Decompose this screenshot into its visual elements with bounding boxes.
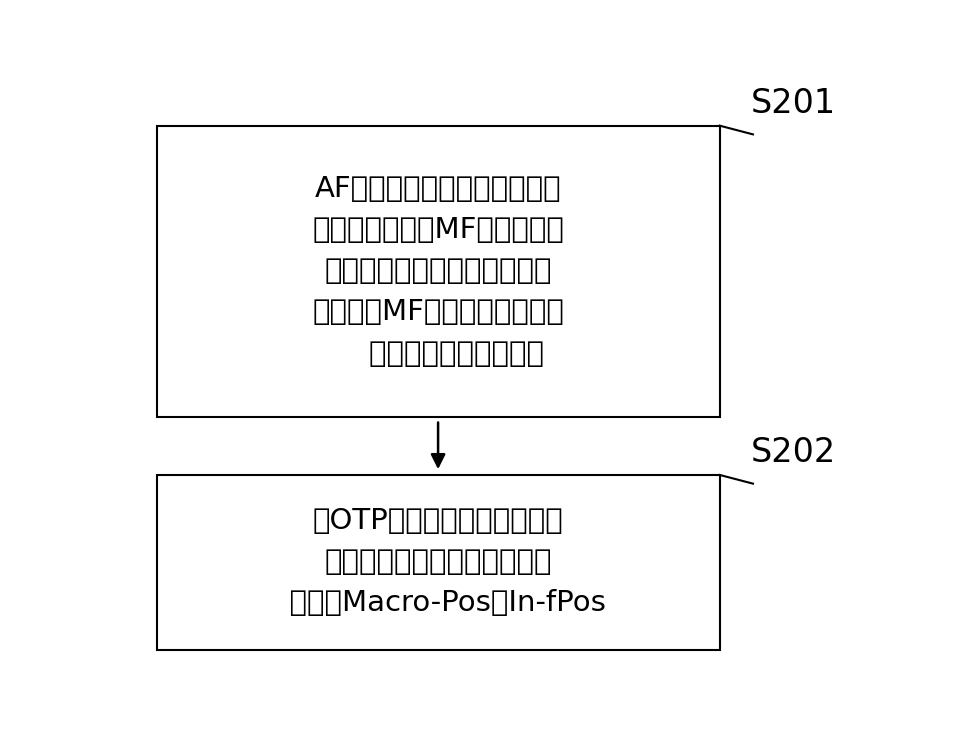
Text: S201: S201	[751, 87, 836, 120]
Bar	[157, 125, 720, 417]
Bar	[157, 475, 720, 649]
Text: 从OTP中获取数据信息去进行
模组一致性矫正，所述数据信
  息包括Macro-Pos和In-fPos: 从OTP中获取数据信息去进行 模组一致性矫正，所述数据信 息包括Macro-Po…	[271, 507, 605, 618]
Text: AF初始化时，从存储器中获取
原始的手动校准MF表，手动对
焦校准时，对焦的焦距会根据
手动校准MF表来进行移动的，
    对应一个较清晰的位置: AF初始化时，从存储器中获取 原始的手动校准MF表，手动对 焦校准时，对焦的焦距…	[313, 175, 564, 367]
Text: S202: S202	[751, 436, 836, 469]
